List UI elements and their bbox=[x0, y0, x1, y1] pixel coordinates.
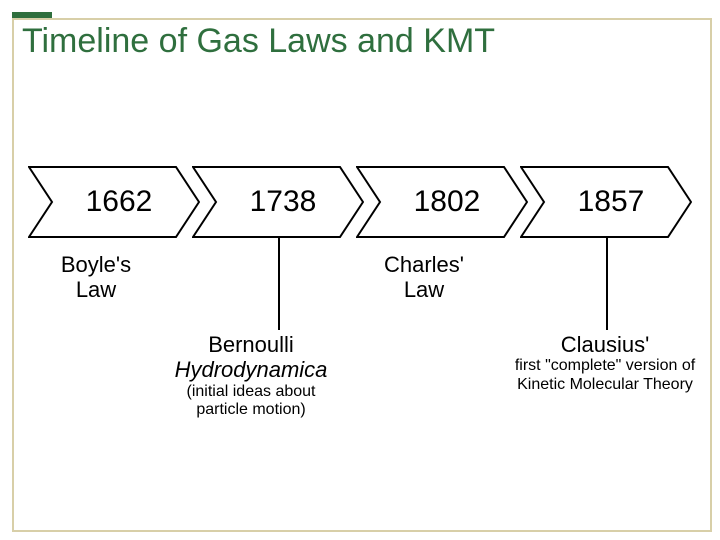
desc-line2: Law bbox=[76, 277, 116, 302]
desc-clausius: Clausius' first "complete" version of Ki… bbox=[498, 332, 712, 394]
desc-author: Bernoulli bbox=[136, 332, 366, 357]
chevron-year-label: 1738 bbox=[192, 166, 364, 238]
desc-line1: Boyle's bbox=[61, 252, 131, 277]
chevron-1662: 1662 bbox=[28, 166, 200, 238]
chevron-1738: 1738 bbox=[192, 166, 364, 238]
chevron-1802: 1802 bbox=[356, 166, 528, 238]
desc-sub2: particle motion) bbox=[136, 401, 366, 419]
connector-bernoulli bbox=[278, 238, 280, 330]
desc-work: Hydrodynamica bbox=[136, 357, 366, 382]
desc-sub1: first "complete" version of bbox=[498, 357, 712, 375]
desc-line1: Charles' bbox=[384, 252, 464, 277]
timeline-row: 1662 1738 1802 1857 bbox=[28, 166, 692, 238]
page-title: Timeline of Gas Laws and KMT bbox=[22, 22, 495, 61]
desc-line2: Law bbox=[404, 277, 444, 302]
chevron-year-label: 1662 bbox=[28, 166, 200, 238]
connector-clausius bbox=[606, 238, 608, 330]
desc-bernoulli: Bernoulli Hydrodynamica (initial ideas a… bbox=[136, 332, 366, 419]
desc-author: Clausius' bbox=[498, 332, 712, 357]
desc-sub2: Kinetic Molecular Theory bbox=[498, 376, 712, 394]
desc-charles: Charles' Law bbox=[354, 252, 494, 303]
chevron-1857: 1857 bbox=[520, 166, 692, 238]
chevron-year-label: 1802 bbox=[356, 166, 528, 238]
chevron-year-label: 1857 bbox=[520, 166, 692, 238]
desc-sub1: (initial ideas about bbox=[136, 383, 366, 401]
desc-boyle: Boyle's Law bbox=[26, 252, 166, 303]
